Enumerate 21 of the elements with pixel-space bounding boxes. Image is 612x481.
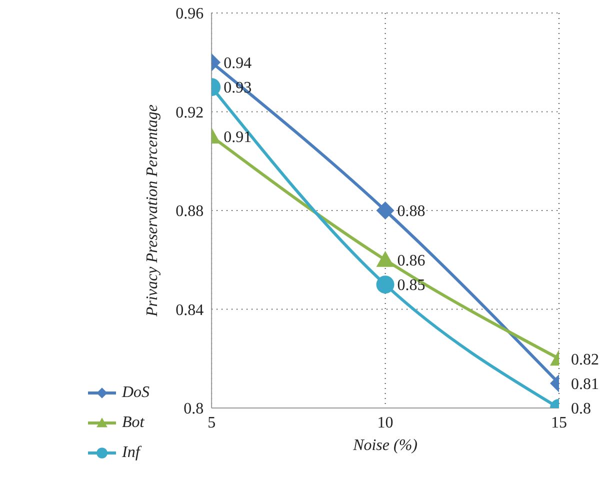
legend-label: Inf: [122, 444, 140, 462]
data-label: 0.94: [224, 55, 252, 72]
y-tick-label: 0.88: [176, 203, 204, 220]
data-label: 0.86: [397, 252, 426, 270]
legend-label: Bot: [122, 414, 144, 432]
x-tick-label: 15: [551, 414, 567, 432]
data-label: 0.88: [397, 203, 426, 220]
x-axis-title: Noise (%): [352, 437, 418, 454]
legend-label: DoS: [122, 384, 150, 402]
data-label: 0.81: [571, 376, 599, 393]
data-label: 0.82: [571, 351, 599, 368]
y-tick-label: 0.92: [176, 104, 204, 122]
x-tick-label: 10: [377, 414, 394, 432]
data-label: 0.91: [224, 129, 252, 146]
data-label: 0.8: [571, 400, 591, 418]
y-tick-label: 0.96: [176, 6, 204, 23]
y-tick-label: 0.84: [176, 302, 204, 319]
y-tick-label: 0.8: [184, 400, 204, 418]
data-label: 0.85: [397, 277, 426, 294]
y-axis-title: Privacy Preservation Percentage: [144, 104, 162, 318]
x-tick-label: 5: [208, 414, 216, 432]
